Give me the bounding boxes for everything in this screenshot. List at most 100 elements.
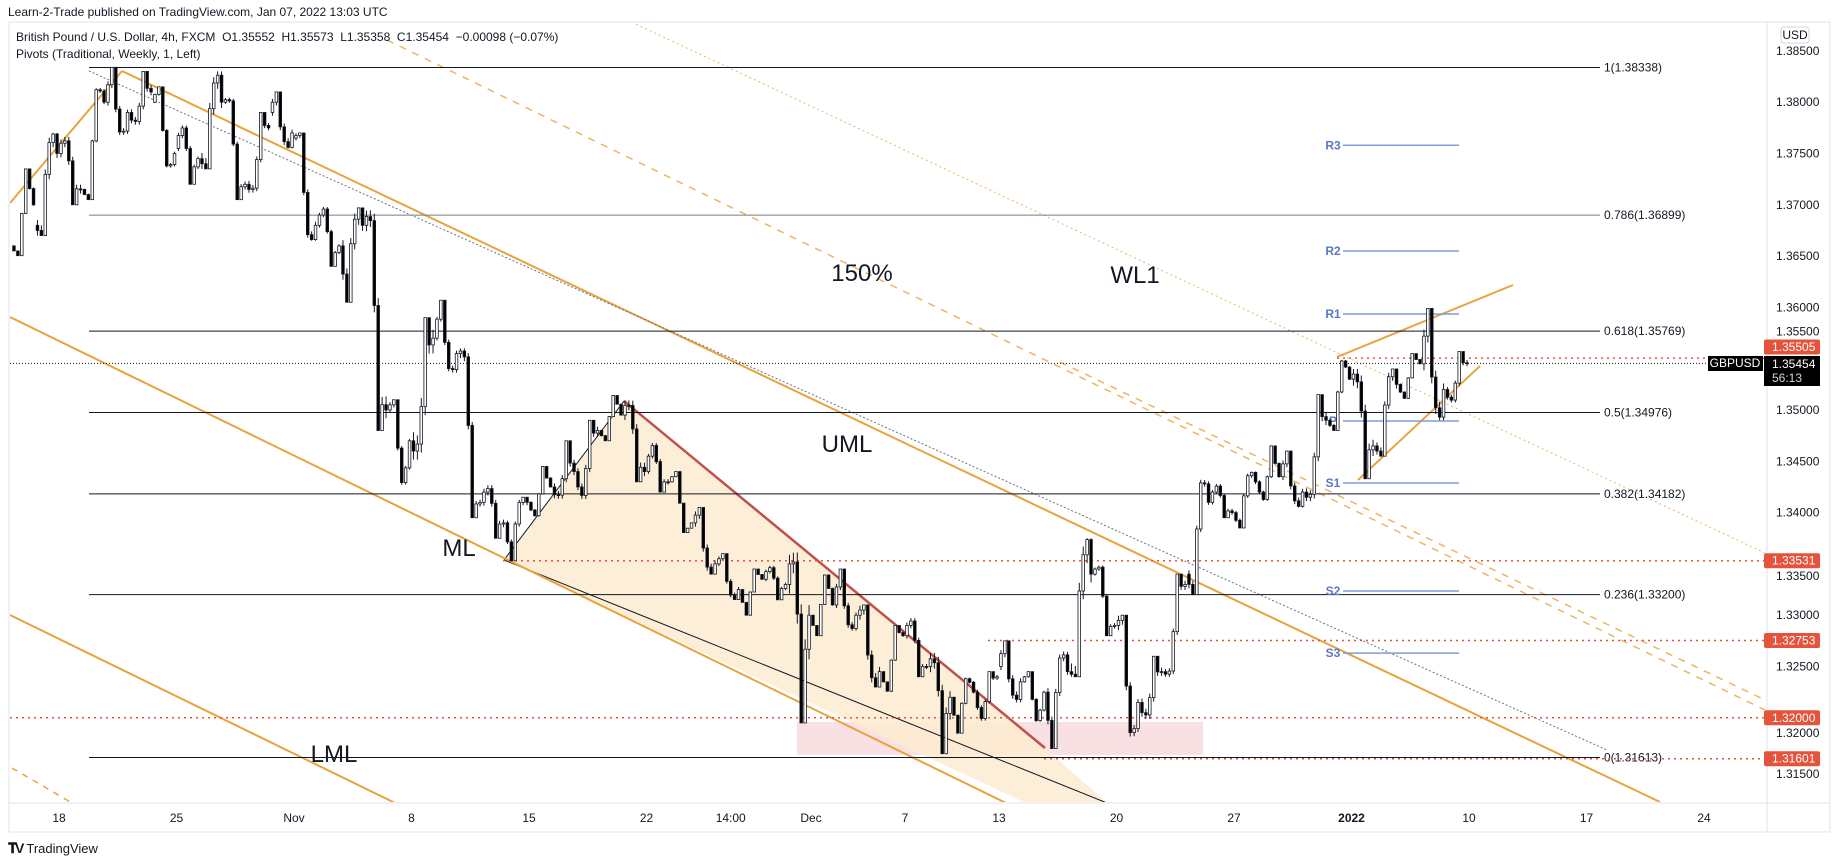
candle (121, 128, 126, 135)
candle-body (439, 299, 443, 320)
candle-body (1253, 471, 1258, 483)
candle (380, 396, 384, 431)
candle (920, 663, 925, 678)
candle (247, 180, 251, 193)
candle-body (262, 112, 267, 126)
candle-body (1120, 614, 1125, 621)
candle (666, 479, 670, 485)
candle (1073, 665, 1078, 678)
candle-body (1367, 449, 1371, 480)
candle (1187, 570, 1191, 589)
candle-body (584, 468, 588, 496)
candle (1324, 411, 1328, 426)
candle-body (396, 399, 400, 449)
candle (490, 485, 494, 507)
candle (901, 631, 905, 637)
candle (376, 298, 380, 431)
candle-body (208, 108, 212, 170)
fib-level-label: 0.236(1.33200) (1604, 588, 1685, 602)
candle-body (137, 105, 141, 122)
candle-body (200, 158, 204, 165)
candle (948, 691, 952, 720)
candle-body (149, 87, 153, 93)
candle (1273, 445, 1277, 465)
candle-body (282, 126, 286, 143)
candle-body (125, 112, 130, 132)
candle (1089, 538, 1093, 583)
candle-body (192, 166, 196, 185)
candle-body (31, 188, 36, 206)
candle (1234, 510, 1238, 523)
candle-body (1398, 383, 1403, 393)
candle-body (525, 496, 529, 503)
pivot-label: S2 (1326, 584, 1341, 598)
candle (897, 625, 901, 634)
candle (1296, 497, 1301, 508)
legend-indicator[interactable]: Pivots (Traditional, Weekly, 1, Left) (16, 47, 201, 61)
candle (450, 365, 455, 373)
candle (717, 556, 721, 567)
candle (16, 250, 20, 257)
candle (443, 299, 447, 345)
candle-body (1371, 445, 1375, 451)
time-axis[interactable]: 18 25 Nov 8 15 22 14:00 Dec 7 13 20 27 2022 10 17 24 (52, 811, 1711, 825)
candle-body (1042, 691, 1046, 711)
candle (560, 475, 564, 499)
candle-body (685, 527, 690, 533)
candle (1124, 614, 1128, 691)
candle-body (1238, 519, 1242, 529)
candle-body (1206, 483, 1211, 503)
candle (580, 483, 584, 499)
candle (1179, 573, 1183, 590)
candle (823, 574, 827, 605)
candle-body (1073, 673, 1078, 678)
candle (188, 146, 192, 185)
candle (1253, 471, 1258, 485)
candle (125, 109, 130, 134)
candle-body (321, 208, 326, 216)
tradingview-brand-label: TradingView (26, 841, 98, 856)
candle (685, 527, 690, 533)
candle-body (1320, 394, 1324, 418)
candle-body (431, 337, 435, 346)
candle-body (975, 691, 980, 708)
price-axis[interactable]: 1.31500 1.32000 1.32500 1.33000 1.33500 1.340… (1776, 44, 1820, 781)
candle (529, 501, 533, 512)
candle (1359, 375, 1363, 418)
candle (321, 206, 326, 218)
candle (1050, 716, 1054, 749)
currency-badge[interactable] (1780, 26, 1810, 44)
candle (20, 212, 24, 257)
fibonacci-retracement: 1(1.38338) 0.786(1.36899) 0.618(1.35769) 0.… (89, 61, 1685, 765)
candle (1069, 663, 1074, 677)
time-tick-label: Dec (800, 811, 821, 825)
candle (544, 466, 549, 479)
candle-body (858, 609, 862, 616)
candle (748, 591, 752, 616)
candle-body (909, 620, 913, 626)
candle (584, 464, 588, 500)
candle (509, 539, 514, 562)
candle (1159, 667, 1164, 676)
candle (760, 574, 764, 580)
level-price-label: 1.32753 (1772, 634, 1816, 648)
candle-body (924, 666, 929, 668)
candle-body (654, 445, 658, 462)
time-tick-label: 15 (522, 811, 536, 825)
candle-body (580, 486, 584, 496)
candle-body (102, 90, 106, 103)
candle (1155, 655, 1160, 676)
candle (881, 671, 886, 683)
candle-body (834, 586, 839, 606)
candle-body (819, 604, 823, 637)
candle (979, 705, 984, 721)
tradingview-logo-icon: 𝐓V (8, 840, 24, 856)
candle (157, 86, 161, 96)
candle-body (960, 702, 964, 734)
candle-body (380, 404, 384, 431)
candle (799, 604, 803, 724)
candle (842, 568, 846, 609)
tradingview-brand[interactable]: 𝐓V TradingView (8, 840, 98, 857)
candle-body (482, 491, 486, 503)
